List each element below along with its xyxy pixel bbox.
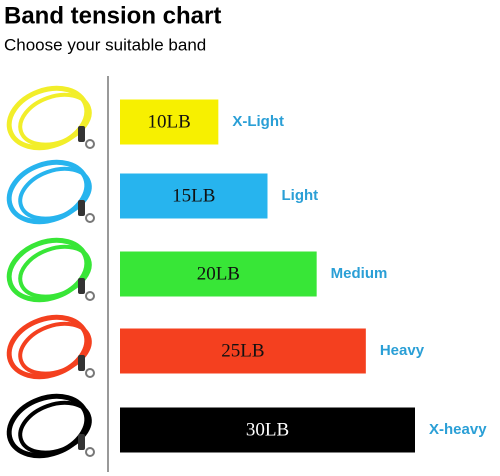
band-ring xyxy=(85,139,95,149)
value-label: 25LB xyxy=(221,340,264,361)
value-label: 20LB xyxy=(197,263,240,284)
band-loop xyxy=(18,166,92,221)
value-label: 30LB xyxy=(246,419,289,440)
band-loop xyxy=(18,92,92,147)
band-ring xyxy=(85,291,95,301)
band-clip xyxy=(78,200,85,216)
category-label: Light xyxy=(282,187,319,204)
band-images xyxy=(6,85,95,459)
bar xyxy=(120,251,317,297)
band-loop xyxy=(18,400,92,455)
value-label: 10LB xyxy=(148,111,191,132)
category-label: X-Light xyxy=(232,113,284,130)
band-ring xyxy=(85,447,95,457)
bar xyxy=(120,173,268,219)
bar xyxy=(120,328,366,374)
band-loop xyxy=(18,244,92,299)
bar xyxy=(120,99,219,145)
band-clip xyxy=(78,278,85,294)
band-clip xyxy=(78,126,85,142)
bar xyxy=(120,407,415,453)
category-label: Medium xyxy=(331,265,388,282)
category-label: Heavy xyxy=(380,342,425,359)
chart-subtitle: Choose your suitable band xyxy=(4,35,206,54)
value-label: 15LB xyxy=(172,185,215,206)
band-ring xyxy=(85,213,95,223)
band-clip xyxy=(78,355,85,371)
chart-title: Band tension chart xyxy=(4,2,221,29)
category-label: X-heavy xyxy=(429,421,487,438)
band-clip xyxy=(78,434,85,450)
band-ring xyxy=(85,368,95,378)
band-loop xyxy=(18,321,92,376)
